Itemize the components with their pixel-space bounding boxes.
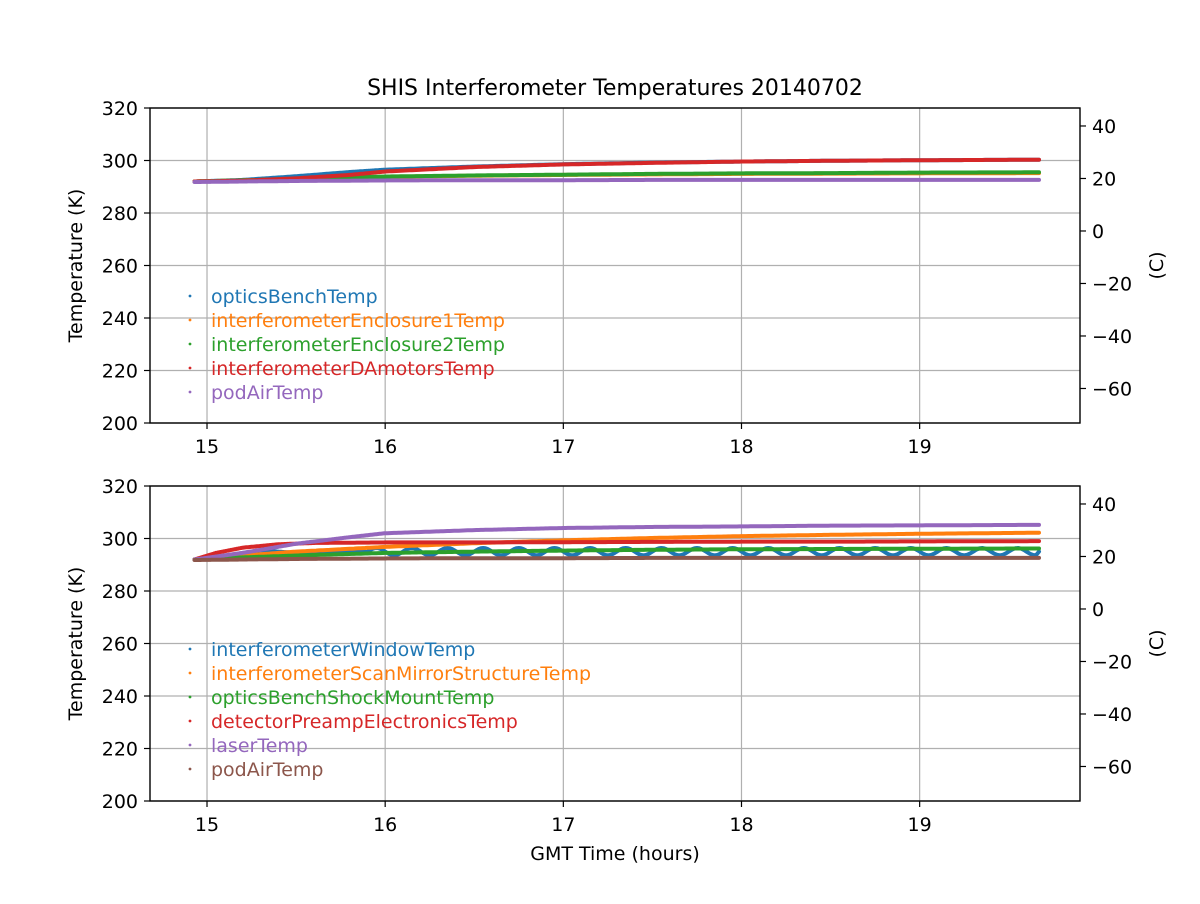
x-tick-label: 19 <box>908 436 932 458</box>
legend-label: interferometerWindowTemp <box>211 639 475 661</box>
legend-marker <box>189 343 192 346</box>
legend-marker <box>189 720 192 723</box>
y2-axis-label: (C) <box>1146 629 1168 657</box>
y2-tick-label: −60 <box>1092 378 1132 400</box>
x-tick-label: 17 <box>551 814 575 836</box>
x-tick-label: 18 <box>729 436 753 458</box>
y-tick-label: 240 <box>102 686 138 708</box>
legend-marker <box>189 319 192 322</box>
y-axis-label: Temperature (K) <box>65 189 87 344</box>
y-tick-label: 320 <box>102 476 138 498</box>
x-tick-label: 15 <box>195 814 219 836</box>
legend-label: podAirTemp <box>211 759 323 781</box>
legend-label: podAirTemp <box>211 382 323 404</box>
legend-marker <box>189 391 192 394</box>
legend-label: laserTemp <box>211 735 308 757</box>
y-tick-label: 200 <box>102 791 138 813</box>
y2-tick-label: −40 <box>1092 704 1132 726</box>
y2-tick-label: 20 <box>1092 168 1116 190</box>
y-tick-label: 260 <box>102 634 138 656</box>
y-tick-label: 200 <box>102 413 138 435</box>
y2-axis-label: (C) <box>1146 251 1168 279</box>
legend-label: interferometerScanMirrorStructureTemp <box>211 663 591 685</box>
y-tick-label: 280 <box>102 581 138 603</box>
legend-marker <box>189 672 192 675</box>
x-tick-label: 17 <box>551 436 575 458</box>
legend-marker <box>189 696 192 699</box>
y-tick-label: 220 <box>102 361 138 383</box>
x-tick-label: 18 <box>729 814 753 836</box>
legend-marker <box>189 648 192 651</box>
legend-label: interferometerEnclosure2Temp <box>211 334 505 356</box>
legend-label: interferometerDAmotorsTemp <box>211 358 495 380</box>
legend-label: detectorPreampElectronicsTemp <box>211 711 518 733</box>
y2-tick-label: −60 <box>1092 756 1132 778</box>
y2-tick-label: −40 <box>1092 326 1132 348</box>
y2-tick-label: −20 <box>1092 651 1132 673</box>
x-tick-label: 19 <box>908 814 932 836</box>
y-tick-label: 300 <box>102 151 138 173</box>
chart-title: SHIS Interferometer Temperatures 2014070… <box>367 76 863 101</box>
legend-marker <box>189 768 192 771</box>
y-tick-label: 260 <box>102 256 138 278</box>
series-line-podAirTemp <box>195 558 1040 560</box>
series-line-podAirTemp <box>195 180 1040 182</box>
x-tick-label: 16 <box>373 436 397 458</box>
y-axis-label: Temperature (K) <box>65 567 87 722</box>
legend-label: opticsBenchShockMountTemp <box>211 687 494 709</box>
y2-tick-label: −20 <box>1092 273 1132 295</box>
legend-marker <box>189 744 192 747</box>
legend-marker <box>189 295 192 298</box>
y-tick-label: 220 <box>102 739 138 761</box>
y-tick-label: 320 <box>102 98 138 120</box>
y2-tick-label: 40 <box>1092 494 1116 516</box>
y-tick-label: 300 <box>102 529 138 551</box>
legend-label: opticsBenchTemp <box>211 286 378 308</box>
x-tick-label: 16 <box>373 814 397 836</box>
y2-tick-label: 20 <box>1092 546 1116 568</box>
legend-marker <box>189 367 192 370</box>
y-tick-label: 280 <box>102 203 138 225</box>
x-axis-label: GMT Time (hours) <box>530 843 700 865</box>
y2-tick-label: 0 <box>1092 599 1104 621</box>
x-tick-label: 15 <box>195 436 219 458</box>
y-tick-label: 240 <box>102 308 138 330</box>
legend-label: interferometerEnclosure1Temp <box>211 310 505 332</box>
y2-tick-label: 0 <box>1092 221 1104 243</box>
y2-tick-label: 40 <box>1092 116 1116 138</box>
